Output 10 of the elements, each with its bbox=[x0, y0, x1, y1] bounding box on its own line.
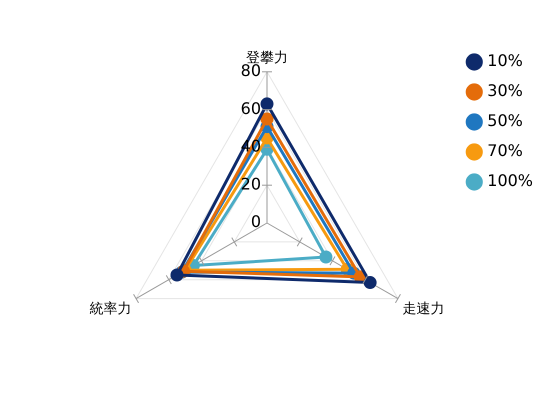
legend-label: 100% bbox=[487, 171, 534, 190]
y-tick-label: 0 bbox=[250, 212, 261, 232]
legend-label: 30% bbox=[487, 81, 523, 100]
legend-label: 50% bbox=[487, 111, 523, 130]
legend-label: 70% bbox=[487, 141, 523, 160]
legend-label: 10% bbox=[487, 51, 523, 70]
spoke-label: 走速力 bbox=[402, 301, 444, 318]
spoke-label: 統率力 bbox=[90, 301, 132, 318]
y-tick-label: 40 bbox=[240, 136, 261, 156]
y-tick-label: 60 bbox=[240, 98, 261, 118]
